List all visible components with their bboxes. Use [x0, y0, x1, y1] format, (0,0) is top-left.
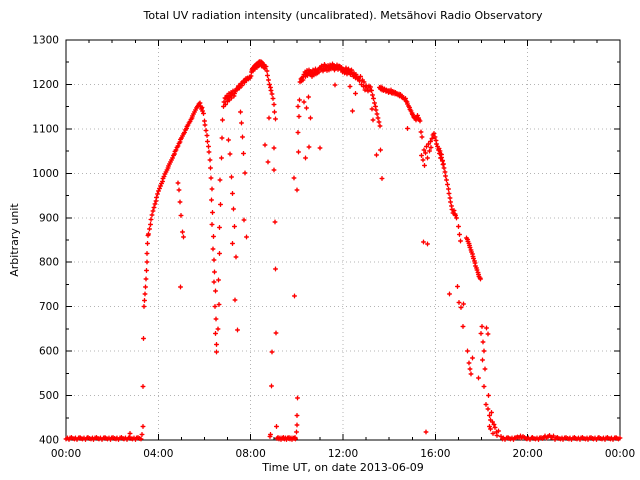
y-tick-label: 1000	[32, 168, 59, 180]
y-tick-label: 500	[39, 390, 59, 402]
y-tick-label: 400	[39, 435, 59, 447]
x-tick-label: 00:00	[605, 448, 635, 460]
y-tick-label: 1100	[32, 123, 59, 135]
y-tick-label: 1200	[32, 79, 59, 91]
y-tick-label: 600	[39, 346, 59, 358]
y-tick-label: 800	[39, 257, 59, 269]
y-tick-label: 700	[39, 301, 59, 313]
y-tick-label: 1300	[32, 35, 59, 47]
x-tick-label: 20:00	[513, 448, 543, 460]
y-axis-label: Arbitrary unit	[8, 203, 21, 277]
x-tick-label: 04:00	[143, 448, 173, 460]
x-axis-label: Time UT, on date 2013-06-09	[262, 461, 424, 474]
x-tick-label: 00:00	[51, 448, 81, 460]
y-tick-label: 900	[39, 212, 59, 224]
x-tick-label: 12:00	[328, 448, 358, 460]
x-tick-label: 08:00	[236, 448, 266, 460]
scatter-points	[63, 59, 623, 442]
plot-border	[65, 39, 621, 441]
chart-title: Total UV radiation intensity (uncalibrat…	[143, 9, 543, 22]
x-tick-label: 16:00	[420, 448, 450, 460]
